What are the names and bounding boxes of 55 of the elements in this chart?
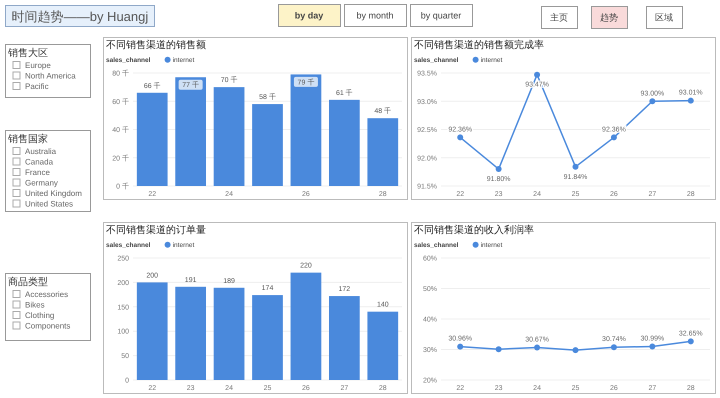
text: North America [25, 72, 76, 80]
text: 商品类型 [8, 276, 48, 288]
text: 销售国家 [7, 133, 48, 145]
bar [252, 295, 283, 380]
chart-title: 不同销售渠道的销售额完成率 [414, 39, 544, 51]
bar [175, 286, 206, 380]
text: by month [356, 10, 394, 20]
text: 销售大区 [7, 47, 48, 59]
text: 区域 [655, 12, 673, 22]
point [496, 166, 502, 172]
text: Germany [25, 178, 58, 188]
bar [136, 282, 168, 380]
text: Clothing [25, 311, 54, 320]
bar [328, 100, 360, 186]
text: Pacific [25, 82, 49, 91]
point [572, 347, 578, 354]
text: 趋势 [600, 12, 618, 22]
bar [290, 74, 322, 186]
point [610, 134, 617, 140]
text: by day [294, 10, 324, 20]
bar [367, 312, 398, 380]
bar [290, 272, 322, 380]
chart-title: 不同销售渠道的收入利润率 [414, 224, 534, 236]
text: Australia [25, 147, 57, 156]
point [688, 98, 694, 104]
point [534, 344, 540, 350]
text: 时间趋势——by Huangj [12, 9, 148, 24]
text: France [25, 168, 50, 177]
text: United Kingdom [25, 189, 82, 198]
text: Canada [25, 158, 54, 166]
text: Europe [25, 61, 52, 70]
text: United States [25, 200, 74, 208]
point [496, 346, 502, 352]
point [649, 98, 656, 104]
text: Bikes [25, 300, 45, 310]
text: 主页 [550, 12, 568, 22]
point [572, 164, 578, 170]
text: by quarter [420, 10, 462, 20]
bar [367, 118, 398, 186]
text: Accessories [25, 290, 68, 299]
point [457, 344, 464, 350]
bar [175, 77, 206, 186]
point [610, 344, 617, 350]
text: Components [25, 322, 70, 330]
bar [214, 288, 244, 380]
bar [214, 87, 244, 186]
bar [252, 104, 283, 186]
point [457, 134, 464, 140]
chart-title: 不同销售渠道的订单量 [106, 224, 206, 236]
chart-title: 不同销售渠道的销售额 [106, 39, 206, 51]
point [649, 343, 656, 350]
bar [328, 296, 360, 380]
bar [136, 92, 168, 186]
point [688, 338, 694, 344]
point [534, 72, 540, 78]
